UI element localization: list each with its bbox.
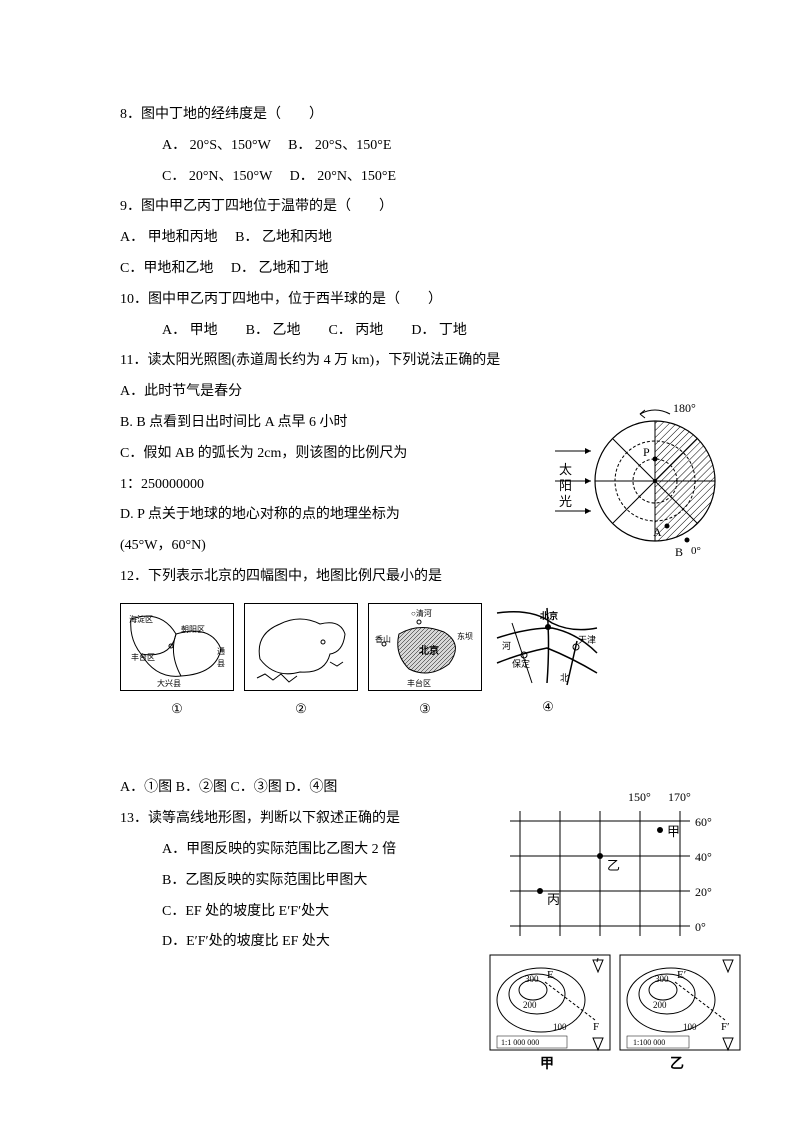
xtick-150: 150° [628, 790, 651, 804]
svg-text:东坝: 东坝 [457, 631, 473, 641]
svg-text:丙: 丙 [547, 892, 560, 907]
map4-wrap: 北京 天津 保定 河 北 ④ [492, 603, 604, 722]
q8-text: 8．图中丁地的经纬度是（ ） [120, 100, 705, 131]
map1-num: ① [120, 695, 234, 724]
svg-text:光: 光 [559, 494, 572, 509]
q8-a: A． 20°S、150°W [162, 138, 271, 153]
svg-text:A: A [653, 525, 662, 539]
map1: 海淀区 朝阳区 通 县 丰台区 大兴县 [120, 603, 234, 691]
q9-opts-ab: A． 甲地和丙地 B． 乙地和丙地 [120, 223, 705, 254]
svg-text:1:1 000 000: 1:1 000 000 [501, 1038, 539, 1047]
svg-text:200: 200 [653, 1000, 667, 1010]
svg-text:100: 100 [553, 1022, 567, 1032]
map2 [244, 603, 358, 691]
svg-text:1:100 000: 1:100 000 [633, 1038, 665, 1047]
map3: ○清河 香山 东坝 北京 丰台区 [368, 603, 482, 691]
q9-opts-cd: C．甲地和乙地 D． 乙地和丁地 [120, 254, 705, 285]
svg-text:E′: E′ [677, 969, 686, 981]
svg-text:P: P [643, 445, 650, 459]
svg-text:海淀区: 海淀区 [129, 614, 153, 624]
q8-opts-cd: C． 20°N、150°W D． 20°N、150°E [120, 162, 705, 193]
maps-row: 海淀区 朝阳区 通 县 丰台区 大兴县 ① ② [120, 603, 705, 724]
svg-text:E: E [547, 969, 554, 981]
svg-text:丰台区: 丰台区 [407, 678, 431, 688]
svg-text:F′: F′ [721, 1021, 730, 1033]
contour-figure: 300 200 100 E F 1:1 000 000 甲 300 200 10… [485, 950, 745, 1080]
q9-c: C．甲地和乙地 [120, 261, 213, 276]
grid-figure: 150° 170° 60° 40° 20° 0° 甲 乙 丙 [500, 786, 725, 946]
svg-text:北京: 北京 [419, 644, 439, 657]
q9-b: B． 乙地和丙地 [235, 230, 332, 245]
xtick-170: 170° [668, 790, 691, 804]
svg-text:阳: 阳 [559, 478, 572, 493]
svg-text:丰台区: 丰台区 [131, 652, 155, 662]
svg-text:0°: 0° [691, 545, 701, 557]
ytick-40: 40° [695, 850, 712, 864]
svg-text:保定: 保定 [512, 658, 530, 669]
svg-text:乙: 乙 [670, 1056, 684, 1072]
q10-opts: A． 甲地 B． 乙地 C． 丙地 D． 丁地 [120, 316, 705, 347]
svg-text:朝阳区: 朝阳区 [181, 625, 205, 634]
svg-text:B: B [675, 545, 683, 559]
map2-wrap: ② [244, 603, 358, 724]
map4-num: ④ [492, 693, 604, 722]
map1-wrap: 海淀区 朝阳区 通 县 丰台区 大兴县 ① [120, 603, 234, 724]
q9-text: 9．图中甲乙丙丁四地位于温带的是（ ） [120, 192, 705, 223]
svg-text:300: 300 [525, 974, 539, 984]
q10-c: C． 丙地 [328, 323, 383, 338]
svg-text:F: F [593, 1021, 599, 1033]
svg-text:乙: 乙 [607, 858, 620, 873]
svg-text:甲: 甲 [667, 824, 680, 839]
q10-a: A． 甲地 [162, 323, 218, 338]
q10-text: 10．图中甲乙丙丁四地中，位于西半球的是（ ） [120, 285, 705, 316]
map4: 北京 天津 保定 河 北 [492, 603, 604, 689]
svg-text:香山: 香山 [375, 634, 391, 644]
q8-b: B． 20°S、150°E [288, 138, 391, 153]
svg-text:河: 河 [502, 640, 511, 651]
svg-text:北: 北 [560, 673, 569, 683]
svg-text:100: 100 [683, 1022, 697, 1032]
q10-b: B． 乙地 [246, 323, 301, 338]
svg-text:北京: 北京 [540, 610, 558, 621]
q9-a: A． 甲地和丙地 [120, 230, 218, 245]
svg-text:太: 太 [559, 462, 572, 477]
svg-text:200: 200 [523, 1000, 537, 1010]
svg-text:县: 县 [217, 659, 225, 668]
svg-text:180°: 180° [673, 401, 696, 415]
q12-text: 12．下列表示北京的四幅图中，地图比例尺最小的是 [120, 562, 705, 593]
svg-text:300: 300 [655, 974, 669, 984]
svg-text:天津: 天津 [578, 635, 596, 645]
ytick-20: 20° [695, 885, 712, 899]
q10-d: D． 丁地 [411, 323, 467, 338]
map3-wrap: ○清河 香山 东坝 北京 丰台区 ③ [368, 603, 482, 724]
map2-num: ② [244, 695, 358, 724]
svg-text:通: 通 [217, 646, 225, 656]
svg-text:○清河: ○清河 [411, 608, 432, 618]
q8-c: C． 20°N、150°W [162, 169, 272, 184]
q8-opts-ab: A． 20°S、150°W B． 20°S、150°E [120, 131, 705, 162]
q11-text: 11．读太阳光照图(赤道周长约为 4 万 km)，下列说法正确的是 [120, 346, 705, 377]
svg-text:大兴县: 大兴县 [157, 678, 181, 688]
sun-diagram: P A B 0° 180° 太 阳 光 [555, 396, 725, 566]
svg-text:甲: 甲 [540, 1056, 554, 1072]
ytick-0: 0° [695, 920, 706, 934]
q9-d: D． 乙地和丁地 [231, 261, 329, 276]
map3-num: ③ [368, 695, 482, 724]
ytick-60: 60° [695, 815, 712, 829]
q8-d: D． 20°N、150°E [290, 169, 396, 184]
